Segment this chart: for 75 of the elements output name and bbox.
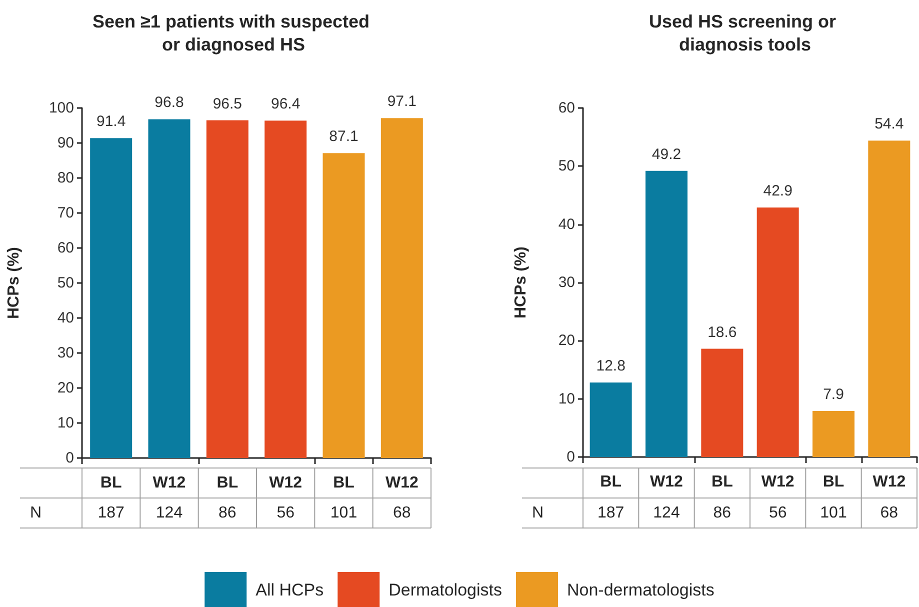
text: 101 [330,504,358,522]
bar [206,120,248,458]
y-tick-label: 0 [66,450,74,466]
bar [90,138,132,458]
x-tick-label: W12 [152,474,186,492]
y-tick-label: 20 [57,380,74,396]
x-tick-label: W12 [385,474,418,492]
data-label: 87.1 [329,128,358,146]
bar [701,348,744,457]
y-axis-title: HCPs (%) [6,246,22,320]
y-tick-label: 50 [57,274,74,292]
y-axis-title: HCPs (%) [512,246,530,319]
x-tick-label: BL [822,474,844,490]
data-label: 49.2 [652,146,682,163]
text: 56 [768,504,787,522]
bar [380,118,423,458]
chart-title: Seen ≥1 patients with suspected or diagnosed HS [92,12,370,54]
data-label: 7.9 [823,386,844,404]
y-tick-label: 30 [57,344,74,362]
data-label: 91.4 [96,113,126,130]
text: N [532,504,544,522]
data-label: 18.6 [708,324,737,341]
x-tick-label: W12 [761,474,794,490]
x-tick-label: BL [600,474,622,490]
y-tick-label: 10 [57,414,74,432]
y-tick-label: 50 [558,158,575,175]
y-tick-label: 80 [57,170,74,186]
text: 187 [597,504,624,522]
text: 68 [393,504,411,522]
x-tick-label: BL [216,474,238,492]
x-tick-label: BL [333,474,355,492]
y-tick-label: 100 [48,100,74,116]
data-label: 96.8 [154,94,184,112]
bar [868,140,910,457]
bar [148,119,190,458]
data-label: 12.8 [596,358,626,375]
legend-label: Dermatologists [388,580,502,600]
y-tick-label: 0 [566,448,575,466]
y-tick-label: 60 [57,240,74,256]
text: 124 [156,504,183,522]
text: 187 [98,504,125,522]
data-label: 42.9 [763,182,792,200]
bar [590,382,632,457]
bar [646,170,688,457]
y-tick-label: 30 [558,274,575,291]
bar [812,411,854,457]
text: 101 [820,504,847,522]
text: 124 [653,504,680,522]
bar [756,207,799,457]
y-tick-label: 40 [57,310,74,326]
text: 86 [218,504,236,522]
text: 68 [880,504,898,522]
y-tick-label: 20 [558,332,575,350]
bar [264,120,307,458]
y-tick-label: 70 [57,204,74,222]
x-tick-label: BL [100,474,122,492]
x-tick-label: BL [712,474,734,490]
y-tick-label: 90 [57,134,74,152]
x-tick-label: W12 [872,474,906,490]
legend-label: All HCPs [256,580,324,600]
y-tick-label: 10 [558,390,575,408]
data-label: 96.5 [212,95,242,112]
data-label: 97.1 [387,93,417,110]
bar [322,153,365,458]
data-label: 54.4 [874,116,904,133]
y-tick-label: 60 [558,100,575,116]
x-tick-label: W12 [650,474,684,490]
text: N [30,504,42,522]
text: 86 [713,504,732,522]
text: 56 [276,504,295,522]
chart-title: Used HS screening or diagnosis tools [648,12,842,54]
x-tick-label: W12 [269,474,302,492]
data-label: 96.4 [270,96,300,113]
y-tick-label: 40 [558,216,575,233]
legend-label: Non-dermatologists [566,580,714,600]
